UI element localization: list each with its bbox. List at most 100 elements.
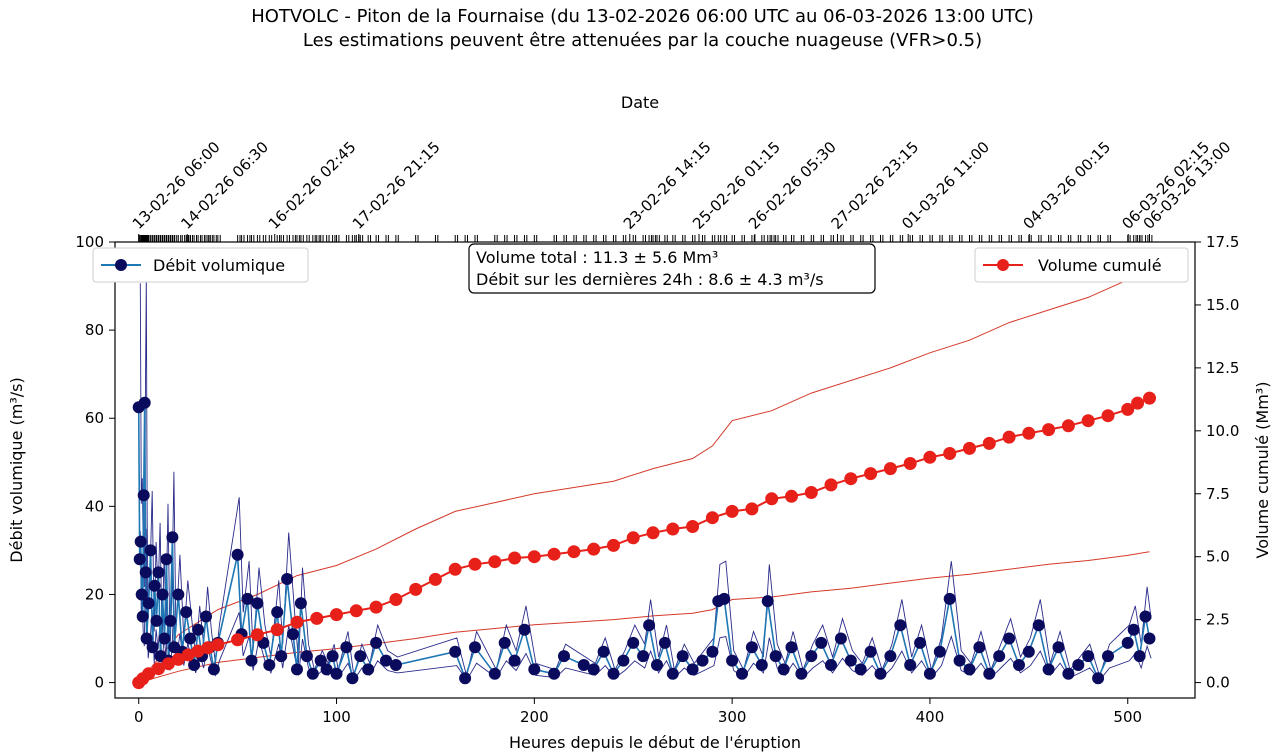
right-y-tick-label: 7.5: [1206, 485, 1230, 503]
legend-volume-label: Volume cumulé: [1038, 256, 1162, 275]
debit-point: [158, 632, 171, 645]
volume-point: [448, 562, 462, 576]
debit-point: [834, 632, 847, 645]
x-tick-label: 500: [1113, 708, 1142, 726]
legend-debit-label: Débit volumique: [153, 256, 285, 275]
debit-point: [166, 531, 179, 544]
legend-volume-marker: [997, 259, 1009, 271]
volume-envelope-upper: [138, 264, 1150, 683]
debit-point: [140, 632, 153, 645]
debit-point: [241, 592, 254, 605]
volume-point: [201, 641, 215, 655]
debit-point: [133, 553, 146, 566]
debit-point: [380, 654, 392, 667]
debit-point: [294, 597, 307, 610]
debit-point: [172, 588, 185, 601]
debit-point: [459, 672, 472, 685]
debit-point: [207, 663, 220, 676]
debit-point: [251, 597, 264, 610]
debit-point: [498, 636, 511, 649]
debit-point: [354, 650, 367, 663]
left-y-tick-label: 20: [85, 585, 104, 603]
debit-point: [139, 566, 152, 579]
debit-point: [914, 636, 927, 649]
debit-point: [271, 606, 284, 619]
debit-point: [844, 654, 857, 667]
volume-point: [290, 615, 304, 629]
legend-debit-marker: [115, 259, 127, 271]
volume-series-line: [138, 397, 1150, 684]
debit-point: [518, 623, 531, 636]
debit-point: [1032, 619, 1045, 632]
debit-point: [706, 645, 719, 658]
volume-point: [211, 638, 225, 652]
debit-point: [761, 595, 774, 608]
debit-point: [1121, 636, 1134, 649]
debit-point: [320, 663, 333, 676]
top-tick-label: 16-02-26 02:45: [265, 138, 360, 233]
volume-point: [250, 628, 264, 642]
debit-point: [1127, 623, 1140, 636]
volume-point: [330, 608, 343, 622]
debit-point: [637, 650, 650, 663]
debit-point: [983, 667, 996, 680]
debit-point: [146, 641, 159, 654]
debit-point: [894, 619, 907, 632]
debit-point: [263, 659, 276, 671]
debit-point: [180, 606, 193, 619]
debit-point: [587, 663, 600, 676]
debit-point: [287, 628, 299, 641]
debit-point: [658, 636, 671, 649]
x-tick-label: 300: [718, 708, 747, 726]
volume-point: [963, 441, 976, 455]
volume-point: [1131, 396, 1145, 410]
debit-point: [777, 663, 790, 676]
debit-point: [231, 548, 244, 561]
annotation-frame: [468, 243, 876, 294]
volume-point: [142, 667, 156, 681]
debit-point: [607, 667, 620, 680]
debit-point: [643, 619, 656, 632]
x-axis-label: Heures depuis le début de l'éruption: [509, 733, 801, 752]
volume-point: [705, 511, 719, 525]
volume-point: [152, 662, 165, 676]
debit-point: [144, 544, 157, 557]
debit-point: [362, 663, 375, 676]
debit-point: [686, 663, 699, 676]
debit-point: [340, 641, 353, 654]
debit-point: [156, 588, 169, 601]
volume-point: [547, 547, 561, 561]
debit-point: [558, 650, 570, 663]
debit-point: [137, 489, 150, 502]
volume-point: [508, 551, 522, 565]
debit-point: [904, 659, 917, 671]
debit-point: [370, 636, 383, 649]
volume-point: [369, 600, 383, 614]
right-y-tick-label: 0.0: [1206, 674, 1230, 692]
debit-point: [666, 667, 679, 680]
volume-point: [943, 447, 957, 460]
volume-point: [844, 472, 858, 486]
debit-point: [275, 650, 288, 663]
debit-point: [150, 614, 163, 627]
volume-point: [725, 504, 739, 518]
debit-point: [1062, 667, 1075, 680]
debit-point: [164, 614, 177, 627]
top-tick-label: 13-02-26 06:00: [129, 138, 224, 233]
debit-point: [314, 654, 327, 667]
volume-layer: [132, 391, 1156, 690]
debit-point: [1092, 672, 1105, 685]
debit-point: [1013, 659, 1025, 671]
left-y-tick-label: 40: [85, 497, 104, 515]
debit-point: [1102, 650, 1114, 663]
debit-point: [676, 650, 689, 663]
volume-point: [1022, 426, 1036, 440]
volume-envelope-lower: [138, 551, 1150, 684]
right-y-tick-label: 15.0: [1206, 296, 1239, 314]
volume-point: [161, 657, 175, 671]
volume-point: [686, 520, 700, 533]
volume-point: [864, 467, 878, 481]
right-axis-label: Volume cumulé (Mm³): [1253, 382, 1272, 559]
top-tick-label: 04-03-26 00:15: [1019, 138, 1114, 233]
volume-point: [409, 582, 423, 596]
